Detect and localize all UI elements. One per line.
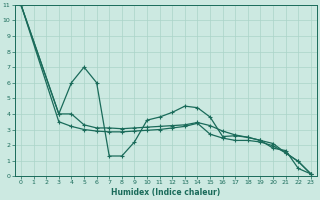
X-axis label: Humidex (Indice chaleur): Humidex (Indice chaleur): [111, 188, 220, 197]
